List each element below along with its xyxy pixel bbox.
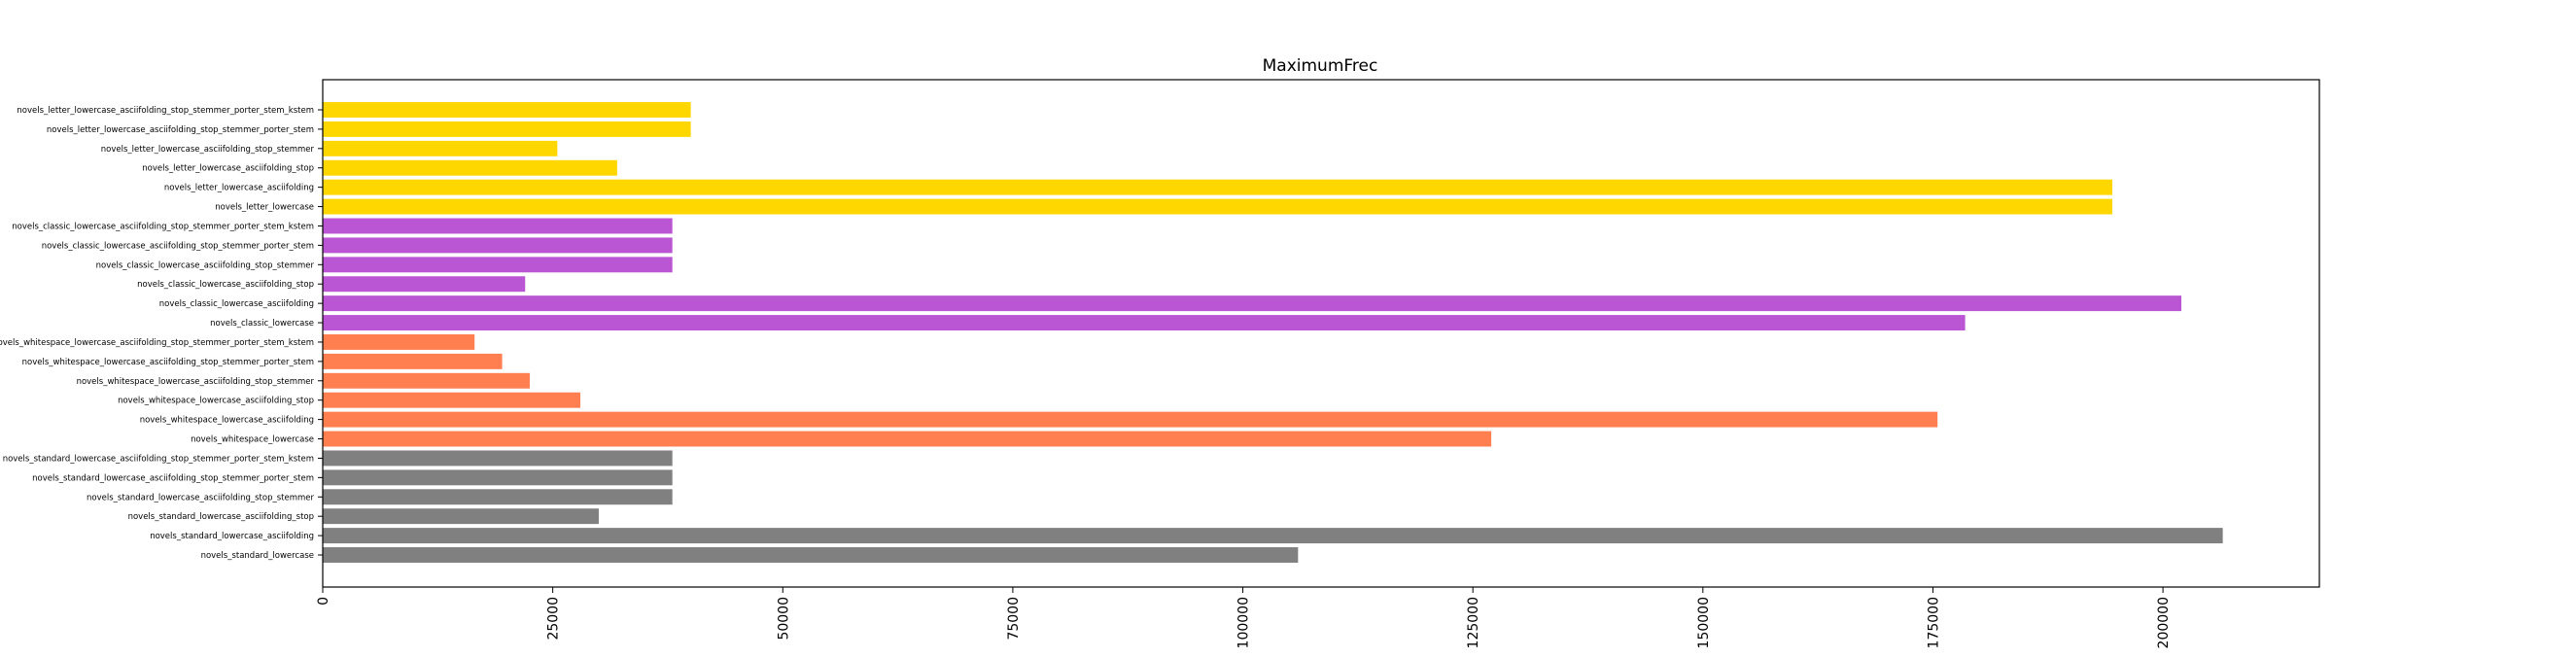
x-tick-label: 0 [316,597,331,606]
x-tick-label: 50000 [776,597,791,641]
y-tick-label: novels_standard_lowercase_asciifolding_s… [32,473,314,483]
y-tick-labels: novels_standard_lowercase novels_standard… [0,106,323,561]
y-tick-label: novels_letter_lowercase_asciifolding_sto… [47,125,314,135]
bar-novels_standard_lowercase_asciifolding_stop_stemmer [323,489,673,505]
x-axis: 0 25000 50000 75000 100000 125000 150000 175000… [316,587,2172,648]
y-tick-label: novels_classic_lowercase_asciifolding [159,299,314,309]
y-tick-label: novels_whitespace_lowercase_asciifolding [140,416,314,426]
y-tick-label: novels_classic_lowercase_asciifolding_st… [12,222,314,231]
bar-novels_whitespace_lowercase_asciifolding_stop_stemmer_porter_stem_kstem [323,333,475,350]
y-tick-label: novels_classic_lowercase_asciifolding_st… [96,260,315,270]
y-tick-label: novels_standard_lowercase_asciifolding_s… [128,512,314,522]
y-tick-label: novels_whitespace_lowercase_asciifolding… [77,377,315,387]
bar-novels_classic_lowercase_asciifolding_stop [323,276,526,293]
bar-novels_standard_lowercase_asciifolding_stop_stemmer_porter_stem [323,469,673,486]
x-tick-label: 175000 [1926,597,1941,648]
y-tick-label: novels_standard_lowercase [201,551,314,561]
bar-novels_letter_lowercase_asciifolding_stop_stemmer_porter_stem_kstem [323,102,691,118]
x-tick-label: 75000 [1006,597,1022,641]
y-tick-label: novels_letter_lowercase_asciifolding_sto… [142,164,314,174]
chart-title: MaximumFrec [1263,56,1378,76]
bar-novels_whitespace_lowercase_asciifolding_stop [323,392,581,408]
y-tick-label: novels_standard_lowercase_asciifolding [150,532,314,541]
bar-novels_standard_lowercase_asciifolding [323,528,2223,544]
bar-novels_standard_lowercase_asciifolding_stop_stemmer_porter_stem_kstem [323,450,673,467]
bar-novels_classic_lowercase_asciifolding_stop_stemmer_porter_stem_kstem [323,218,673,234]
y-tick-label: novels_whitespace_lowercase_asciifolding… [22,358,314,367]
bar-novels_classic_lowercase_asciifolding [323,295,2182,312]
bar-novels_classic_lowercase_asciifolding_stop_stemmer [323,257,673,273]
y-tick-label: novels_classic_lowercase_asciifolding_st… [42,241,314,251]
y-tick-label: novels_classic_lowercase_asciifolding_st… [137,280,314,290]
x-tick-label: 125000 [1466,597,1481,648]
y-tick-label: novels_letter_lowercase_asciifolding [164,184,314,193]
bar-novels_standard_lowercase_asciifolding_stop [323,508,599,525]
bar-novels_whitespace_lowercase [323,431,1492,447]
bar-novels_classic_lowercase_asciifolding_stop_stemmer_porter_stem [323,237,673,254]
y-tick-label: novels_whitespace_lowercase [191,435,314,445]
x-tick-label: 25000 [546,597,562,641]
x-tick-label: 150000 [1696,597,1712,648]
y-tick-label: novels_whitespace_lowercase_asciifolding… [118,397,314,406]
bar-novels_whitespace_lowercase_asciifolding_stop_stemmer_porter_stem [323,353,503,369]
bar-novels_letter_lowercase_asciifolding_stop [323,159,617,176]
bars-layer [323,102,2223,563]
y-tick-label: novels_letter_lowercase [215,203,314,213]
y-tick-label: novels_classic_lowercase [210,319,314,329]
bar-novels_letter_lowercase_asciifolding_stop_stemmer [323,140,558,156]
bar-novels_whitespace_lowercase_asciifolding_stop_stemmer [323,372,530,389]
bar-novels_classic_lowercase [323,315,1966,331]
y-tick-label: novels_whitespace_lowercase_asciifolding… [0,338,314,348]
bar-novels_letter_lowercase_asciifolding_stop_stemmer_porter_stem [323,121,691,137]
bar-novels_standard_lowercase [323,547,1299,563]
y-tick-label: novels_letter_lowercase_asciifolding_sto… [17,106,314,116]
x-tick-label: 100000 [1236,597,1252,648]
bar-novels_whitespace_lowercase_asciifolding [323,411,1938,428]
bar-novels_letter_lowercase [323,198,2113,215]
plot-area-frame [322,79,2320,588]
bar-novels_letter_lowercase_asciifolding [323,179,2113,195]
y-tick-label: novels_letter_lowercase_asciifolding_sto… [101,145,315,155]
y-tick-label: novels_standard_lowercase_asciifolding_s… [3,454,314,464]
x-tick-label: 200000 [2156,597,2172,648]
y-tick-label: novels_standard_lowercase_asciifolding_s… [87,493,314,502]
